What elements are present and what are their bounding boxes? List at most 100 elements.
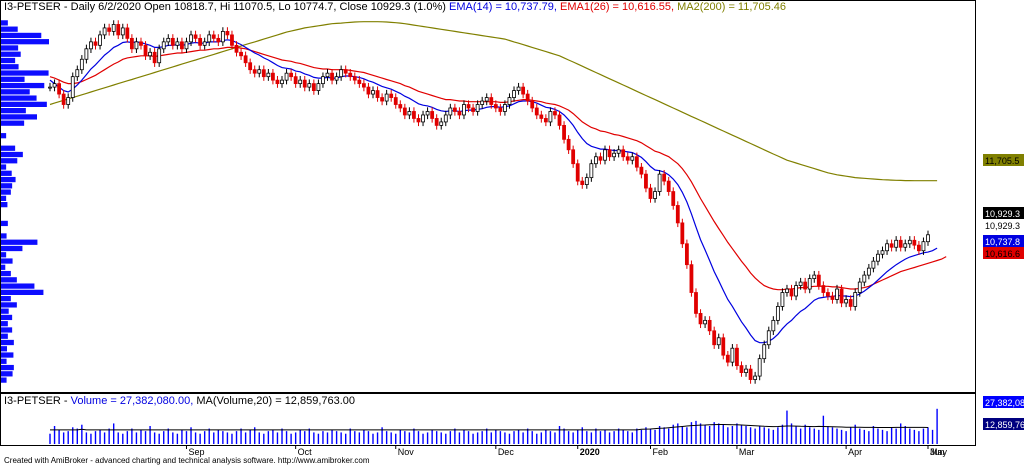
candle-body: [889, 243, 894, 248]
candle-body: [616, 149, 621, 154]
candle-body: [530, 100, 535, 109]
volume-profile-bar: [1, 233, 7, 239]
ma200-label-box: [983, 154, 1024, 166]
candle-body: [607, 149, 612, 158]
candle-body: [848, 299, 853, 307]
volume-profile-bar: [1, 195, 7, 201]
candle-body: [284, 72, 289, 81]
volume-profile-bar: [1, 145, 16, 151]
candle-body: [207, 34, 212, 43]
x-tick-label: May: [930, 447, 948, 457]
candle-body: [885, 243, 889, 252]
candle-body: [352, 76, 357, 81]
candle-body: [289, 72, 294, 78]
volume-profile-bar: [1, 176, 16, 183]
close-label-text: 10,929.3: [985, 209, 1020, 219]
x-tick-label: Dec: [498, 447, 515, 457]
candle-body: [698, 313, 703, 325]
candle-body: [466, 104, 471, 109]
candle-body: [871, 260, 876, 269]
ema26-line: [49, 46, 947, 291]
candle-body: [771, 319, 776, 332]
candle-body: [193, 34, 198, 39]
candle-body: [680, 222, 685, 245]
volume-profile-bar: [1, 57, 16, 64]
candle-body: [789, 288, 794, 297]
ma200-label-text: 11,705.5: [985, 156, 1019, 166]
candle-body: [894, 239, 899, 248]
candle-body: [775, 306, 780, 321]
candle-body: [457, 111, 462, 116]
candle-body: [657, 173, 662, 192]
volume-pane: [0, 393, 976, 446]
candle-body: [917, 244, 921, 252]
ema14-header: EMA(14) = 10,737.79,: [448, 1, 557, 13]
candle-body: [866, 267, 871, 276]
candle-body: [721, 337, 726, 356]
ma200-line: [49, 21, 938, 182]
candle-body: [266, 72, 271, 78]
volume-profile-bar: [1, 158, 18, 164]
candle-body: [489, 97, 494, 105]
candle-body: [261, 69, 266, 78]
candle-body: [129, 37, 134, 50]
candle-body: [330, 72, 334, 81]
candle-body: [753, 375, 758, 380]
candle-body: [807, 278, 812, 290]
candle-body: [275, 79, 280, 85]
candle-body: [334, 76, 339, 81]
candle-body: [835, 288, 839, 300]
candle-body: [443, 114, 448, 123]
candle-body: [120, 27, 125, 36]
volume-profile-bar: [1, 270, 11, 277]
candle-body: [107, 27, 112, 32]
x-tick-label: Jun: [930, 447, 945, 457]
candle-body: [625, 156, 630, 161]
candle-body: [421, 114, 425, 123]
candle-body: [612, 152, 617, 158]
volume-profile-bar: [1, 289, 44, 295]
footer-credit: Created with AmiBroker - advanced charti…: [4, 456, 370, 465]
candle-body: [471, 107, 475, 112]
candle-body: [157, 48, 162, 64]
x-tick-label: Oct: [298, 447, 313, 457]
candle-body: [125, 27, 130, 39]
volume-profile-bar: [1, 364, 14, 371]
candle-body: [703, 319, 707, 325]
volume-frame: [0, 393, 976, 446]
candle-body: [557, 114, 562, 126]
candle-body: [257, 69, 262, 74]
candle-body: [280, 79, 284, 85]
volume-profile-bar: [1, 327, 13, 333]
volume-profile-bar: [1, 95, 37, 101]
candle-body: [211, 34, 216, 39]
candle-body: [543, 118, 548, 123]
candle-body: [521, 86, 526, 95]
volume-profile-bar: [1, 352, 14, 358]
candle-body: [161, 41, 166, 50]
candle-body: [298, 79, 303, 85]
ema26-header: EMA1(26) = 10,616.55,: [559, 1, 675, 13]
volume-profile-bar: [1, 302, 17, 308]
candle-body: [412, 111, 416, 119]
candle-body: [785, 288, 789, 293]
volume-profile-bar: [1, 70, 49, 76]
volume-profile-bar: [1, 358, 7, 364]
volume-profile-bar: [1, 164, 7, 170]
candle-body: [684, 243, 689, 266]
candle-body: [430, 111, 435, 119]
candle-body: [57, 83, 61, 95]
candle-body: [766, 330, 771, 346]
volume-profile-bar: [1, 39, 49, 45]
candle-body: [926, 234, 930, 243]
candle-body: [598, 156, 603, 161]
candle-body: [516, 86, 521, 91]
ema26-label-box: [983, 247, 1024, 259]
volume-profile-bar: [1, 183, 13, 189]
candle-body: [480, 100, 485, 105]
candle-body: [116, 24, 121, 36]
volume-profile-bar: [1, 333, 8, 339]
candle-body: [666, 180, 671, 192]
candle-body: [630, 156, 635, 161]
